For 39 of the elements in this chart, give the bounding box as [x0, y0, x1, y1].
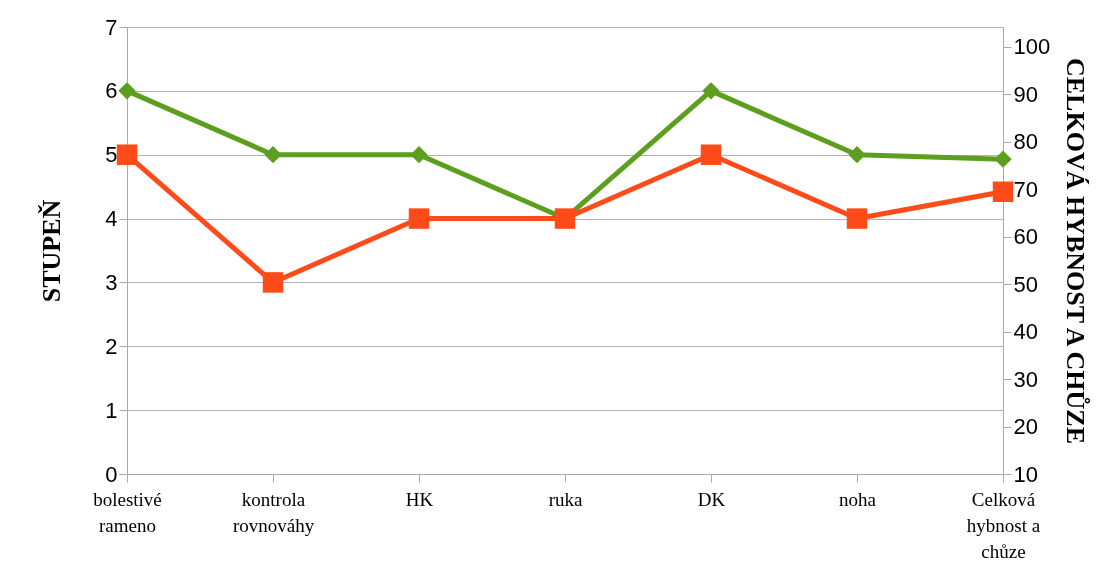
y2-tick-label: 100	[1013, 34, 1051, 60]
point	[846, 208, 868, 229]
y-tick-label: 1	[105, 397, 118, 423]
x-tick-label: bolestivé rameno	[93, 488, 162, 536]
point	[264, 146, 282, 164]
point	[262, 272, 284, 293]
y-tick-label: 5	[105, 142, 118, 168]
x-tick-label: kontrola rovnováhy	[232, 488, 315, 536]
y2-tick-label: 80	[1013, 129, 1038, 155]
y-tick-label: 3	[105, 269, 118, 295]
y-axis-title: STUPEŇ	[37, 199, 67, 303]
x-tick-label: noha	[839, 488, 877, 510]
x-tick-label: HK	[405, 488, 434, 510]
point	[700, 144, 722, 165]
y-tick-label: 0	[105, 461, 118, 487]
y2-tick-label: 90	[1013, 81, 1038, 107]
x-tick-label: DK	[697, 488, 726, 510]
y-tick-label: 6	[105, 78, 118, 104]
point	[994, 150, 1012, 168]
point	[118, 82, 136, 100]
point	[848, 146, 866, 164]
point	[116, 144, 138, 165]
y-tick-label: 4	[105, 206, 118, 232]
point	[702, 82, 720, 100]
y-tick-label: 7	[105, 14, 118, 40]
point	[410, 146, 428, 164]
y2-axis-title: CELKOVÁ HYBNOST A CHŮZE	[1061, 57, 1092, 445]
y2-tick-label: 50	[1013, 271, 1038, 297]
y2-tick-label: 40	[1013, 319, 1038, 345]
y2-tick-label: 20	[1013, 414, 1038, 440]
y2-tick-label: 30	[1013, 366, 1038, 392]
point	[408, 208, 430, 229]
y2-tick-label: 60	[1013, 224, 1038, 250]
y2-tick-label: 10	[1013, 461, 1038, 487]
y2-tick-label: 70	[1013, 176, 1038, 202]
point	[992, 181, 1014, 202]
x-tick-label: Celková hybnost a chůze	[966, 488, 1041, 562]
y-tick-label: 2	[105, 333, 118, 359]
x-tick-label: ruka	[548, 488, 583, 510]
